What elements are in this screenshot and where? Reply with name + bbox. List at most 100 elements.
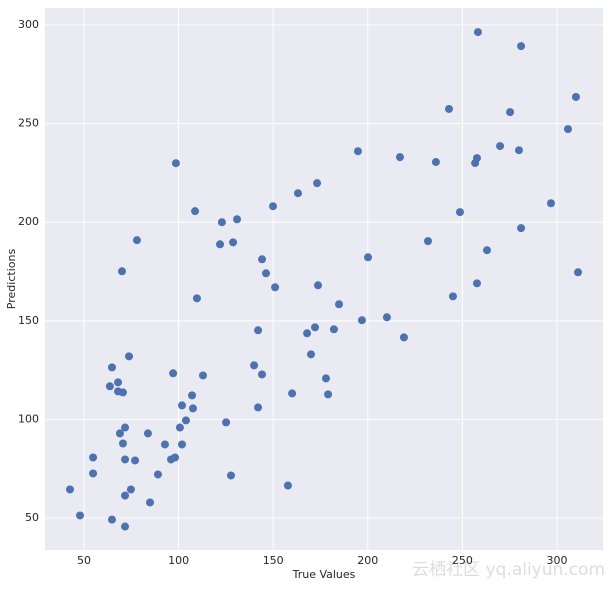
point bbox=[448, 292, 457, 301]
point bbox=[177, 440, 186, 449]
point bbox=[314, 281, 323, 290]
point bbox=[382, 313, 391, 322]
point bbox=[335, 300, 344, 309]
point bbox=[105, 382, 114, 391]
point bbox=[514, 146, 523, 155]
point bbox=[254, 326, 263, 335]
point bbox=[473, 28, 482, 37]
point bbox=[188, 391, 197, 400]
point bbox=[311, 323, 320, 332]
point bbox=[118, 388, 127, 397]
y-tick-label: 100 bbox=[18, 412, 39, 425]
point bbox=[269, 202, 278, 211]
point bbox=[363, 253, 372, 262]
point bbox=[483, 246, 492, 255]
point bbox=[188, 404, 197, 413]
point bbox=[170, 453, 179, 462]
y-tick-label: 250 bbox=[18, 117, 39, 130]
watermark: 云栖社区 yq.aliyun.com bbox=[412, 560, 605, 580]
x-axis-label: True Values bbox=[292, 568, 356, 581]
point bbox=[89, 453, 98, 462]
point bbox=[307, 350, 316, 359]
point bbox=[546, 199, 555, 208]
point bbox=[254, 403, 263, 412]
point bbox=[125, 352, 134, 361]
point bbox=[324, 390, 333, 399]
x-tick-label: 100 bbox=[168, 554, 189, 567]
point bbox=[395, 153, 404, 162]
point bbox=[472, 154, 481, 163]
point bbox=[517, 224, 526, 233]
point bbox=[258, 255, 267, 264]
point bbox=[250, 361, 259, 370]
point bbox=[153, 470, 162, 479]
point bbox=[357, 316, 366, 325]
point bbox=[288, 389, 297, 398]
point bbox=[399, 333, 408, 342]
point bbox=[89, 469, 98, 478]
point bbox=[455, 208, 464, 217]
plot-area bbox=[45, 8, 603, 550]
point bbox=[472, 279, 481, 288]
point bbox=[126, 485, 135, 494]
point bbox=[146, 498, 155, 507]
point bbox=[115, 429, 124, 438]
point bbox=[571, 92, 580, 101]
point bbox=[517, 42, 526, 51]
point bbox=[329, 325, 338, 334]
point bbox=[303, 329, 312, 338]
y-tick-label: 300 bbox=[18, 18, 39, 31]
point bbox=[444, 104, 453, 113]
point bbox=[227, 471, 235, 480]
point bbox=[229, 238, 238, 247]
point bbox=[217, 218, 226, 227]
y-tick-label: 200 bbox=[18, 215, 39, 228]
point bbox=[171, 159, 180, 168]
point bbox=[121, 455, 130, 464]
point bbox=[76, 511, 85, 520]
point bbox=[233, 215, 242, 224]
point bbox=[121, 423, 130, 432]
point bbox=[423, 237, 432, 246]
point bbox=[121, 491, 130, 500]
x-tick-label: 200 bbox=[357, 554, 378, 567]
point bbox=[198, 371, 207, 380]
point bbox=[313, 179, 322, 188]
point bbox=[175, 423, 184, 432]
x-tick-label: 50 bbox=[77, 554, 91, 567]
point bbox=[118, 267, 127, 276]
point bbox=[114, 378, 123, 387]
point bbox=[177, 401, 186, 410]
point bbox=[271, 283, 280, 292]
point bbox=[131, 456, 140, 465]
x-tick-label: 300 bbox=[547, 554, 568, 567]
y-tick-label: 150 bbox=[18, 314, 39, 327]
point bbox=[293, 189, 302, 198]
point bbox=[107, 515, 116, 524]
point bbox=[222, 418, 231, 427]
point bbox=[283, 481, 292, 490]
point bbox=[191, 207, 200, 216]
point bbox=[431, 158, 440, 167]
point bbox=[160, 440, 169, 449]
point bbox=[65, 485, 74, 494]
point bbox=[506, 108, 515, 117]
point bbox=[192, 294, 201, 303]
x-tick-label: 150 bbox=[263, 554, 284, 567]
x-tick-label: 250 bbox=[452, 554, 473, 567]
y-tick-label: 50 bbox=[25, 511, 39, 524]
point bbox=[107, 363, 116, 372]
point bbox=[353, 147, 362, 156]
point bbox=[258, 370, 267, 379]
y-axis-label: Predictions bbox=[5, 249, 18, 310]
point bbox=[216, 240, 225, 249]
point bbox=[321, 374, 330, 383]
point bbox=[574, 268, 583, 277]
point bbox=[262, 269, 271, 278]
point bbox=[121, 522, 130, 531]
point bbox=[143, 429, 152, 438]
point bbox=[132, 236, 141, 245]
point bbox=[563, 125, 572, 134]
point bbox=[496, 142, 505, 151]
point bbox=[118, 439, 127, 448]
